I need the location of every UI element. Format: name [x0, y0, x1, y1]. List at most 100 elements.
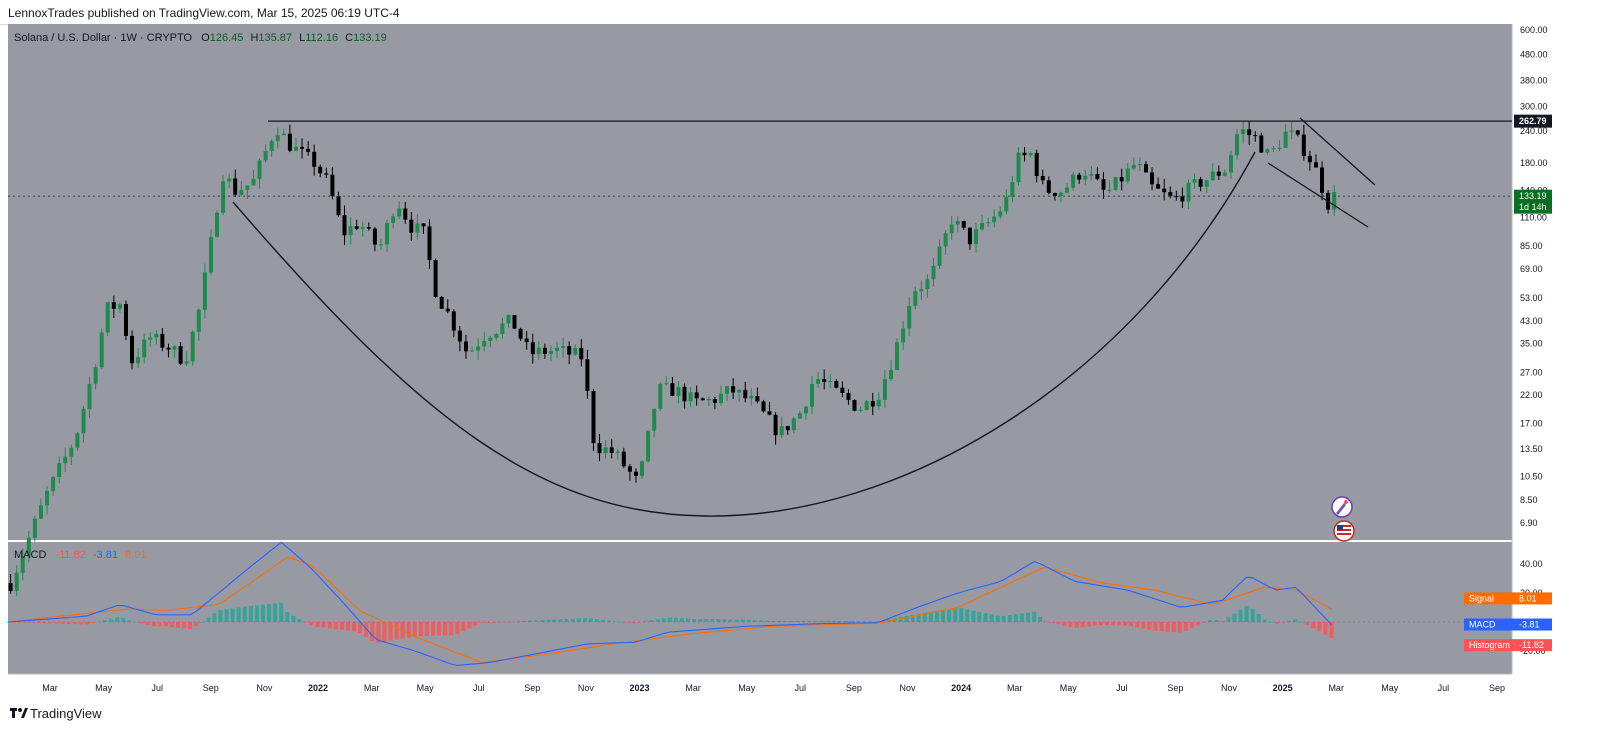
cup-curve-drawing[interactable] [232, 151, 1256, 517]
macd-histogram-bar [643, 621, 648, 622]
price-axis[interactable] [1512, 24, 1600, 696]
macd-histogram-bar [922, 612, 927, 622]
idea-icon[interactable] [1331, 496, 1353, 518]
macd-histogram-bar [182, 622, 187, 629]
price-tick-label: 6.90 [1520, 518, 1538, 528]
macd-histogram-bar [485, 622, 490, 623]
macd-histogram-bar [789, 620, 794, 622]
candle-body [967, 227, 972, 245]
price-tick-label: 10.50 [1520, 472, 1543, 482]
macd-histogram-bar [898, 617, 903, 622]
candle-body [791, 418, 796, 431]
low-label: L [299, 32, 305, 44]
candle-body [245, 185, 250, 190]
macd-histogram-bar [758, 620, 763, 622]
candle-body [445, 308, 450, 312]
macd-histogram-bar [831, 620, 836, 622]
time-tick-label: Jul [1116, 683, 1128, 693]
candle-body [360, 227, 365, 229]
candle-body [233, 178, 238, 195]
candle-body [646, 430, 651, 462]
macd-histogram-bar [1026, 612, 1030, 622]
tradingview-brand[interactable]: TradingView [30, 706, 102, 721]
time-tick-label: Sep [846, 683, 862, 693]
candle-body [670, 383, 675, 396]
time-axis[interactable] [0, 674, 1512, 696]
candle-body [542, 347, 547, 354]
candle-body [178, 346, 183, 364]
time-tick-label: May [738, 683, 756, 693]
candle-body [1022, 152, 1027, 156]
macd-histogram-bar [139, 622, 144, 624]
macd-histogram-bar [947, 608, 952, 622]
candle-body [215, 212, 219, 237]
macd-histogram-bar [941, 609, 945, 622]
candle-body [664, 383, 669, 385]
candle-body [342, 215, 347, 236]
candle-body [1271, 148, 1276, 150]
macd-histogram-bar [1183, 622, 1188, 631]
candle-body [700, 398, 705, 401]
candle-body [427, 226, 432, 261]
macd-badge-value: -11.82 [1519, 640, 1544, 650]
price-tick-label: 600.00 [1520, 25, 1548, 35]
macd-histogram-bar [1208, 620, 1213, 622]
macd-histogram-bar [734, 619, 739, 622]
macd-histogram-bar [443, 622, 448, 636]
price-tick-label: 240.00 [1520, 126, 1548, 136]
candle-body [1174, 196, 1179, 198]
macd-histogram-bar [382, 622, 387, 642]
macd-histogram-bar [109, 618, 114, 622]
macd-histogram-bar [1080, 622, 1085, 628]
last-price-label: 133.19 [1519, 191, 1547, 201]
macd-histogram-bar [24, 622, 29, 623]
candle-body [1046, 180, 1051, 193]
us-flag-icon[interactable] [1333, 520, 1355, 542]
macd-histogram-bar [655, 619, 660, 622]
macd-histogram-bar [248, 605, 253, 622]
macd-histogram-bar [874, 621, 879, 622]
chart-area[interactable]: 600.00480.00380.00300.00240.00180.00140.… [0, 24, 1600, 696]
time-tick-label: 2025 [1273, 683, 1293, 693]
candle-body [69, 447, 74, 457]
macd-panel[interactable] [8, 542, 1512, 674]
candle-body [154, 333, 159, 338]
candle-body [1119, 177, 1124, 182]
macd-histogram-bar [983, 613, 988, 622]
candle-body [1259, 135, 1264, 153]
macd-histogram [6, 602, 1334, 643]
macd-badge-value: -3.81 [1519, 620, 1540, 630]
price-panel[interactable] [8, 24, 1512, 540]
macd-histogram-bar [315, 622, 320, 627]
macd-histogram-bar [746, 619, 751, 622]
candle-body [409, 219, 414, 233]
candle-body [931, 265, 936, 280]
candle-body [731, 386, 736, 393]
candle-body [725, 386, 729, 394]
candle-body [889, 369, 893, 380]
handle-upper-trendline[interactable] [1299, 117, 1376, 186]
time-tick-label: 2024 [951, 683, 971, 693]
macd-histogram-bar [412, 622, 417, 637]
macd-histogram-bar [1086, 622, 1091, 627]
handle-lower-trendline[interactable] [1267, 162, 1369, 228]
macd-histogram-bar [661, 618, 666, 622]
candle-body [269, 141, 274, 151]
macd-histogram-bar [631, 622, 636, 624]
candle-body [87, 383, 92, 409]
candle-body [530, 342, 535, 355]
candle-body [500, 323, 505, 334]
tradingview-logo-icon[interactable] [10, 706, 28, 720]
candle-body [907, 305, 912, 329]
macd-histogram-bar [1189, 622, 1194, 629]
candle-body [773, 414, 778, 436]
candle-body [1295, 130, 1300, 135]
candle-body [876, 399, 881, 407]
macd-histogram-bar [346, 622, 350, 631]
candle-body [117, 304, 122, 309]
macd-histogram-bar [777, 621, 782, 622]
macd-histogram-bar [145, 622, 150, 625]
close-label: C [345, 32, 353, 44]
candle-body [1059, 192, 1063, 196]
macd-histogram-bar [582, 618, 587, 622]
